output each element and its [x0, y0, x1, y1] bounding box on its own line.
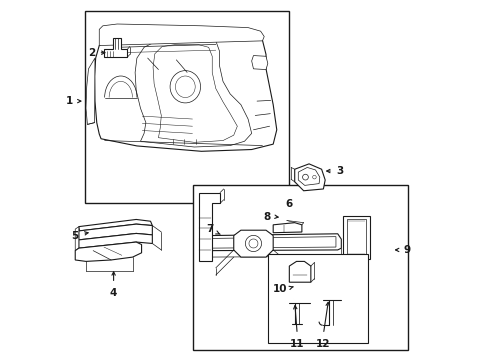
Polygon shape [273, 223, 301, 233]
Text: 5: 5 [71, 231, 79, 240]
Polygon shape [99, 24, 264, 45]
Bar [192, 185, 407, 350]
Polygon shape [294, 164, 325, 191]
Text: 12: 12 [316, 338, 330, 348]
Polygon shape [289, 261, 310, 282]
Polygon shape [251, 55, 267, 69]
Bar [267, 253, 367, 343]
Text: 9: 9 [402, 245, 409, 255]
Polygon shape [346, 220, 366, 255]
Text: 2: 2 [88, 48, 96, 58]
Polygon shape [75, 226, 79, 251]
Polygon shape [298, 167, 319, 185]
Polygon shape [86, 58, 95, 125]
Polygon shape [79, 233, 152, 248]
Text: 4: 4 [110, 288, 117, 298]
Polygon shape [233, 230, 273, 257]
Text: 6: 6 [285, 199, 292, 209]
Text: 10: 10 [272, 284, 286, 294]
Text: 11: 11 [289, 338, 304, 348]
Text: 7: 7 [206, 225, 214, 234]
Text: 8: 8 [263, 212, 270, 221]
Text: 3: 3 [335, 166, 343, 176]
Polygon shape [94, 31, 276, 151]
Polygon shape [79, 224, 152, 240]
Polygon shape [198, 193, 220, 261]
Polygon shape [104, 38, 127, 57]
Polygon shape [135, 39, 251, 147]
Polygon shape [75, 242, 142, 261]
Polygon shape [203, 234, 341, 251]
Polygon shape [210, 237, 335, 248]
Polygon shape [79, 220, 152, 231]
Polygon shape [343, 216, 369, 259]
Bar [85, 12, 289, 203]
Polygon shape [153, 44, 237, 142]
Text: 1: 1 [66, 96, 73, 106]
